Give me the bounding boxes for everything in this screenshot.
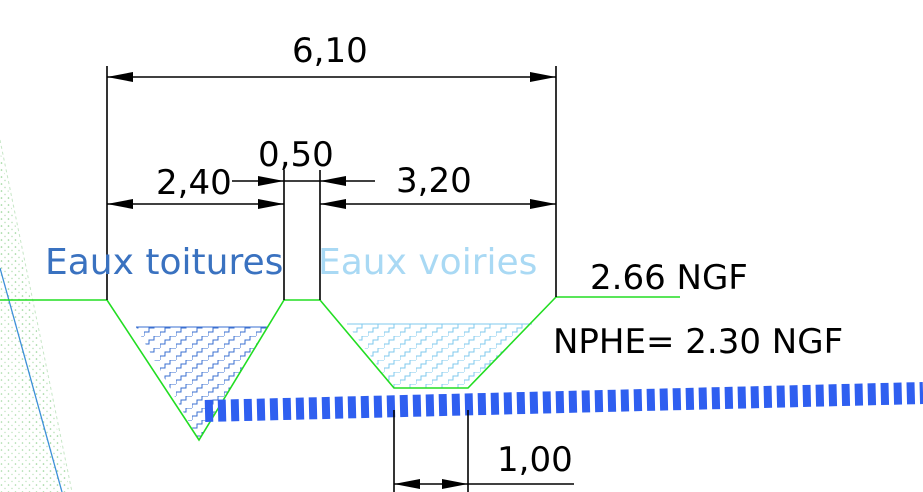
embankment xyxy=(0,120,73,492)
label-water-level: NPHE= 2.30 NGF xyxy=(553,322,843,362)
dim-right-width: 3,20 xyxy=(396,161,472,201)
dim-bottom-width: 1,00 xyxy=(497,440,573,480)
right-basin-water xyxy=(347,324,532,388)
left-basin-water xyxy=(136,327,267,440)
label-left-basin: Eaux toitures xyxy=(45,242,283,283)
dimension-lines xyxy=(106,66,574,492)
pipe xyxy=(204,382,923,422)
dim-left-width: 2,40 xyxy=(156,163,232,203)
dim-middle-width: 0,50 xyxy=(258,135,334,175)
slope-line xyxy=(0,267,63,492)
dim-total-width: 6,10 xyxy=(292,31,368,71)
label-ground-level: 2.66 NGF xyxy=(590,258,748,298)
label-right-basin: Eaux voiries xyxy=(318,242,537,283)
